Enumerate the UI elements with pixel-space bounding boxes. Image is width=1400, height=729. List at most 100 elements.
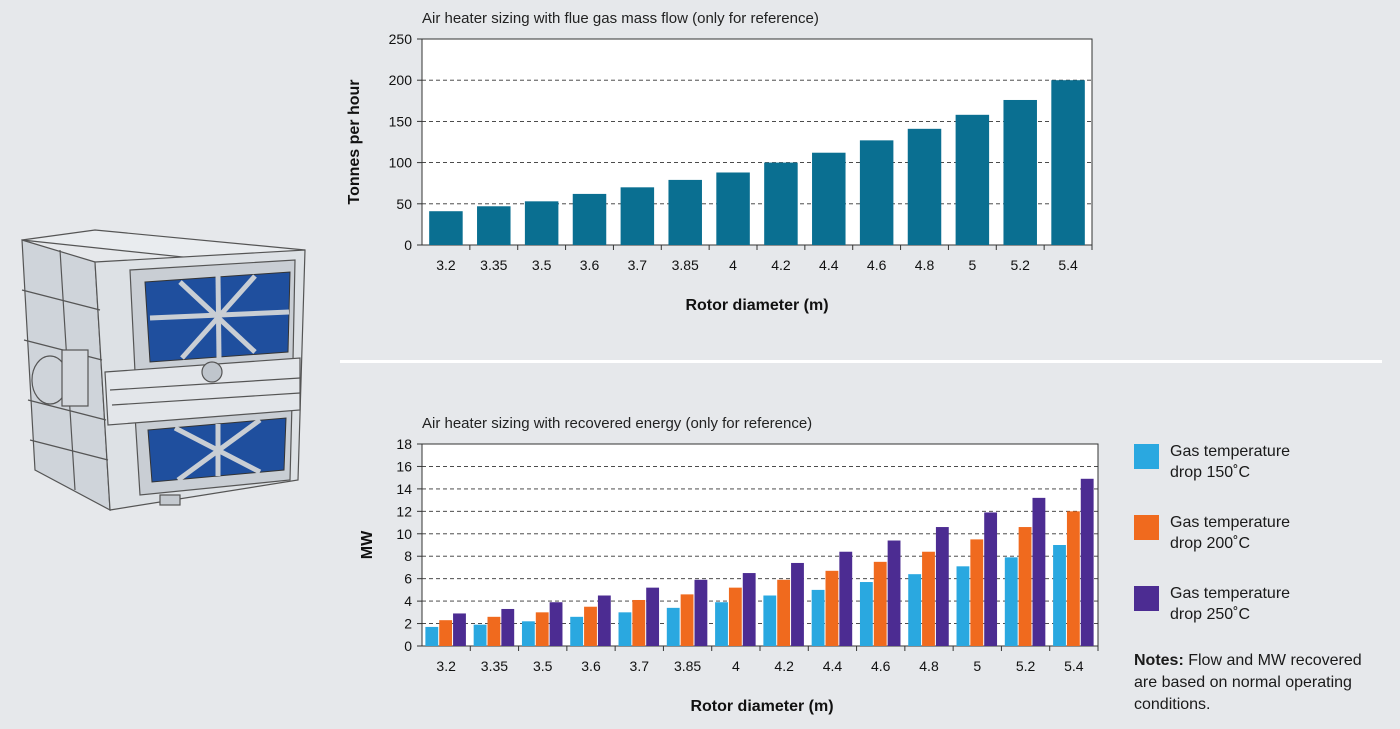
x-tick-label: 5	[968, 257, 976, 273]
bar-c2-s1-4.8	[922, 551, 935, 646]
x-tick-label: 4.2	[771, 257, 791, 273]
bar-c2-s0-3.2	[425, 626, 439, 646]
bar-c2-s0-4	[715, 602, 728, 646]
bar-c2-s1-3.2	[439, 620, 453, 646]
y-tick-label: 0	[404, 237, 412, 253]
x-tick-label: 4.2	[774, 658, 794, 674]
x-tick-label: 3.6	[580, 257, 600, 273]
x-tick-label: 3.85	[674, 658, 701, 674]
y-tick-label: 4	[404, 593, 412, 609]
bar-c2-s1-3.7	[632, 599, 646, 646]
bar-c2-s1-4.6	[873, 561, 887, 646]
legend-label-150: Gas temperature drop 150˚C	[1170, 443, 1291, 481]
bar-c2-s2-5	[984, 512, 998, 646]
x-tick-label: 5	[973, 658, 981, 674]
mass-flow-x-axis-label: Rotor diameter (m)	[685, 297, 828, 314]
y-tick-label: 100	[389, 155, 413, 171]
x-tick-label: 3.5	[532, 257, 552, 273]
y-tick-label: 8	[404, 548, 412, 564]
energy-y-axis-label: MW	[359, 530, 376, 559]
bar-c1-s0-4.6	[859, 140, 894, 245]
y-tick-label: 2	[404, 616, 412, 632]
x-tick-label: 4.6	[871, 658, 891, 674]
bar-c1-s0-4.4	[812, 152, 846, 245]
bar-c2-s2-3.6	[597, 595, 611, 646]
y-tick-label: 14	[396, 481, 412, 497]
y-tick-label: 150	[389, 113, 413, 129]
bar-c2-s2-3.85	[694, 579, 708, 646]
energy-x-axis-label: Rotor diameter (m)	[690, 698, 833, 715]
y-tick-label: 6	[404, 571, 412, 587]
bar-c2-s2-4	[742, 573, 756, 646]
section-divider	[340, 360, 1382, 363]
mass-flow-y-axis-label: Tonnes per hour	[346, 79, 363, 204]
notes-text: Flow and MW recovered are based on norma…	[1134, 652, 1362, 713]
air-heater-illustration	[21, 229, 306, 512]
bar-c1-s0-3.6	[572, 193, 607, 245]
bar-c1-s0-5.2	[1003, 99, 1037, 245]
x-tick-label: 3.35	[480, 257, 507, 273]
bar-c2-s0-3.5	[521, 621, 535, 646]
energy-chart-title: Air heater sizing with recovered energy …	[422, 415, 812, 432]
x-tick-label: 3.35	[481, 658, 508, 674]
y-tick-label: 10	[396, 526, 412, 542]
bar-c1-s0-5	[955, 114, 990, 245]
bar-c2-s2-3.35	[501, 608, 515, 646]
bar-c2-s1-4	[728, 587, 742, 646]
bar-c2-s0-5.4	[1053, 545, 1066, 646]
x-tick-label: 5.2	[1010, 257, 1030, 273]
bar-c1-s0-3.85	[668, 179, 702, 245]
x-tick-label: 4.8	[919, 658, 939, 674]
bar-c2-s2-3.7	[646, 587, 660, 646]
x-tick-label: 3.6	[581, 658, 601, 674]
legend-item-200: Gas temperature drop 200˚C	[1134, 511, 1384, 582]
bar-c2-s1-4.2	[777, 579, 791, 646]
legend-swatch-150	[1134, 444, 1159, 469]
bar-c2-s2-3.2	[453, 613, 466, 646]
y-tick-label: 12	[396, 503, 412, 519]
y-tick-label: 200	[389, 72, 413, 88]
bar-c1-s0-3.5	[524, 201, 559, 245]
y-tick-label: 0	[404, 638, 412, 654]
bar-c2-s2-4.8	[935, 527, 949, 646]
x-tick-label: 5.4	[1064, 658, 1084, 674]
bar-c2-s0-5.2	[1004, 557, 1018, 646]
bar-c2-s1-3.5	[535, 612, 549, 646]
notes: Notes: Flow and MW recovered are based o…	[1134, 650, 1384, 716]
x-tick-label: 3.85	[672, 257, 699, 273]
y-tick-label: 50	[396, 196, 412, 212]
bar-c2-s0-4.2	[763, 595, 777, 646]
bar-c2-s0-4.8	[908, 574, 922, 646]
bar-c2-s2-4.2	[791, 562, 804, 646]
x-tick-label: 3.2	[436, 658, 456, 674]
bar-c2-s0-4.6	[859, 582, 873, 646]
x-tick-label: 4.4	[819, 257, 839, 273]
bar-c1-s0-4	[716, 172, 750, 245]
x-tick-label: 3.7	[628, 257, 648, 273]
legend-label-250: Gas temperature drop 250˚C	[1170, 585, 1291, 623]
bar-c2-s1-5.4	[1066, 511, 1080, 646]
bar-c2-s0-4.4	[811, 589, 825, 646]
x-tick-label: 5.4	[1058, 257, 1078, 273]
legend-label-200: Gas temperature drop 200˚C	[1170, 514, 1291, 552]
notes-label: Notes:	[1134, 652, 1184, 669]
legend-swatch-200	[1134, 515, 1159, 540]
bar-c2-s2-4.4	[839, 551, 853, 646]
bar-c2-s1-5.2	[1018, 527, 1032, 646]
bar-c1-s0-5.4	[1051, 80, 1085, 245]
y-tick-label: 16	[396, 458, 412, 474]
bar-c2-s0-3.85	[666, 607, 680, 646]
legend-item-150: Gas temperature drop 150˚C	[1134, 440, 1384, 511]
x-tick-label: 3.7	[630, 658, 650, 674]
legend-item-250: Gas temperature drop 250˚C	[1134, 582, 1384, 653]
bar-c2-s2-3.5	[549, 602, 563, 646]
x-tick-label: 4	[732, 658, 740, 674]
bar-c2-s1-3.6	[584, 606, 597, 646]
bar-c2-s1-3.35	[487, 616, 501, 646]
energy-legend: Gas temperature drop 150˚C Gas temperatur…	[1134, 440, 1384, 653]
bar-c2-s2-4.6	[887, 540, 901, 646]
x-tick-label: 3.2	[436, 257, 456, 273]
bar-c2-s1-4.4	[825, 570, 839, 646]
